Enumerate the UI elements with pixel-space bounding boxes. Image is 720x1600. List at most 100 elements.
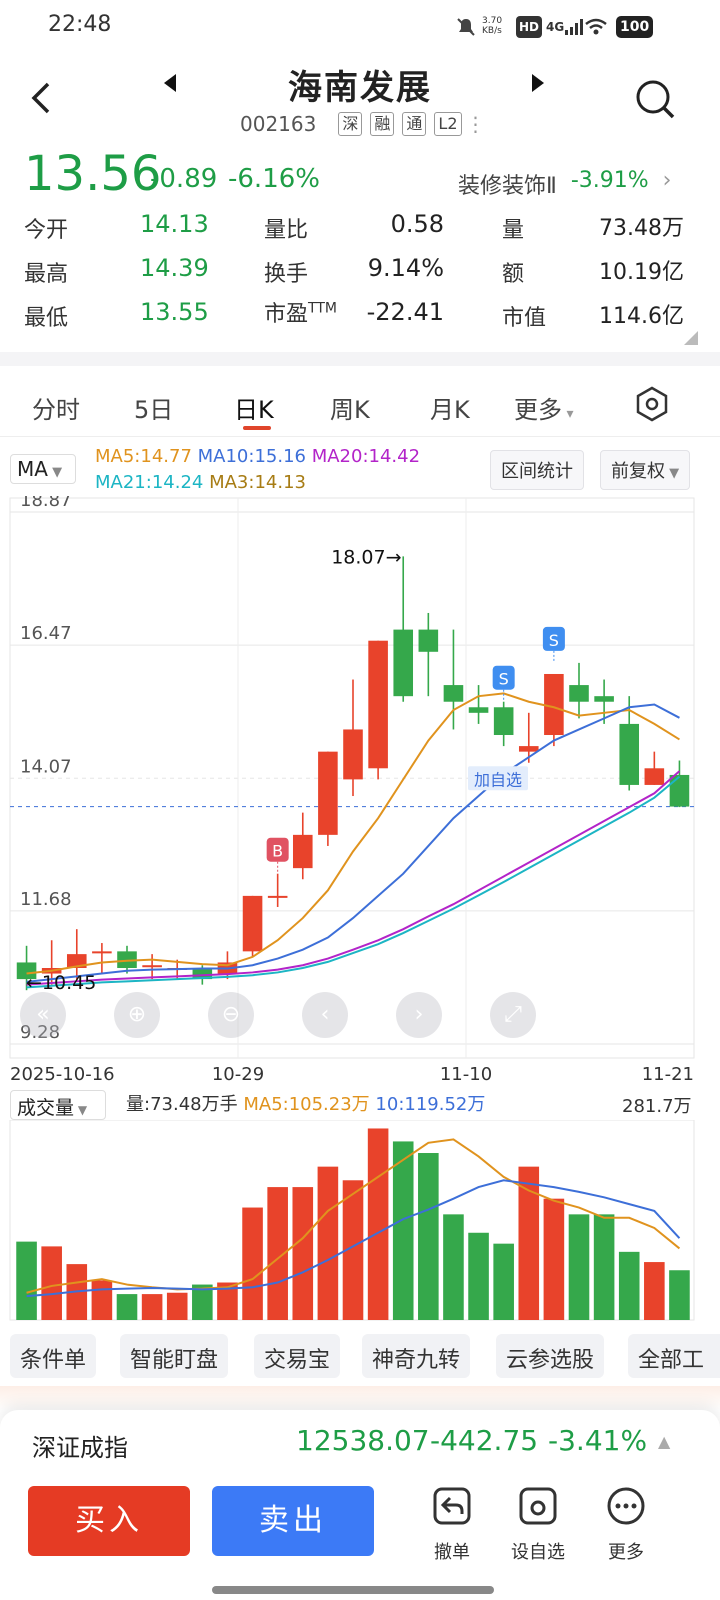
battery-indicator: 100 [616,16,654,38]
sell-button[interactable]: 卖出 [212,1486,374,1556]
volume-bar [242,1207,263,1320]
scroll-left-fast-button[interactable]: « [20,992,66,1038]
status-bar: 22:48 3.70 KB/s HD 4G 100 [0,0,720,52]
zoom-out-button[interactable]: ⊖ [208,992,254,1038]
tool-smart-watch[interactable]: 智能盯盘 [120,1334,229,1378]
indicator-value: MA [17,457,48,481]
tab-5day[interactable]: 5日 [134,396,174,424]
tool-trade-treasure[interactable]: 交易宝 [254,1334,341,1378]
net-speed-value: 3.70 [482,16,503,26]
candle-body [594,696,614,702]
pe-label: 市盈TTM [264,300,337,327]
tab-intraday[interactable]: 分时 [32,396,80,424]
x-axis-label: 11-10 [440,1064,492,1085]
tool-cloud-stock-pick[interactable]: 云参选股 [496,1334,605,1378]
withdraw-button[interactable]: 撤单 [422,1486,482,1564]
candle-body [418,629,439,652]
fullscreen-button[interactable]: ⤢ [490,992,536,1038]
tab-weekly-k[interactable]: 周K [330,396,370,424]
more-dots-icon[interactable]: ⋮ [465,112,486,136]
tool-all[interactable]: 全部工 [628,1334,720,1378]
ma21-line [26,775,681,989]
open-label: 今开 [24,218,69,243]
y-axis-label: 9.28 [20,1022,60,1043]
tag-connect: 通 [402,112,427,136]
network-type: 4G [546,20,565,34]
index-change: -442.75 [430,1424,539,1457]
pe-value: -22.41 [366,298,444,326]
settings-button[interactable] [632,384,672,428]
kline-chart[interactable]: 18.87 16.47 14.07 11.68 9.28 18.07→ ←10.45 B S S 加… [0,496,720,1096]
volume-label: 量 [502,218,525,243]
amount-label: 额 [502,262,525,287]
marker-badge [266,837,289,862]
wifi-icon [584,16,608,38]
candle-body [343,729,363,780]
high-label: 最高 [24,262,69,287]
candle-body [292,834,313,869]
add-watch-label: 设自选 [511,1542,565,1563]
x-axis-label: 11-21 [642,1064,694,1085]
add-watch-button[interactable]: 设自选 [508,1486,568,1564]
range-stats-button[interactable]: 区间统计 [490,450,584,490]
triangle-left-icon [164,74,176,92]
volume-bar [141,1294,163,1320]
tag-shenzhen: 深 [338,112,363,136]
tool-magic-nine[interactable]: 神奇九转 [362,1334,471,1378]
expand-corner-icon[interactable] [684,330,698,349]
marker-text: B [272,842,283,861]
scroll-left-button[interactable]: ‹ [302,992,348,1038]
scroll-right-button[interactable]: › [396,992,442,1038]
tab-monthly-k[interactable]: 月K [430,396,470,424]
index-change-pct: -3.41% [548,1424,648,1457]
buy-button[interactable]: 买入 [28,1486,190,1556]
next-stock-button[interactable] [528,72,548,98]
turnover-value: 9.14% [367,254,444,282]
indicator-select[interactable]: MA ▼ [10,454,76,484]
volume-bar [568,1214,590,1320]
candle-body [142,965,162,968]
candle-body [619,723,640,785]
prev-stock-button[interactable] [160,72,180,98]
candle-body [669,774,690,807]
home-indicator [212,1586,494,1594]
volume-bar [267,1187,288,1320]
search-button[interactable] [634,78,676,124]
double-chevron-left-icon: « [36,1002,50,1027]
caret-down-icon: ▼ [47,465,63,480]
volume-legend: 量:73.48万手 MA5:105.23万 10:119.52万 [126,1090,485,1116]
sector-change: -3.91% [570,168,649,193]
expand-icon: ⤢ [504,1002,522,1027]
volume-ratio-value: 0.58 [390,210,444,238]
candle-body [242,895,263,952]
more-button[interactable]: 更多 [596,1486,656,1564]
tabs-divider [0,436,720,437]
index-name[interactable]: 深证成指 [32,1434,128,1462]
tab-daily-k[interactable]: 日K [234,396,274,424]
y-axis-label: 14.07 [20,756,72,777]
tool-conditional-order[interactable]: 条件单 [10,1334,97,1378]
low-price-label: ←10.45 [26,972,96,994]
volume-ma5-line [26,1138,681,1294]
x-axis-label: 2025-10-16 [10,1064,115,1085]
tab-more[interactable]: 更多 ▾ [514,390,573,425]
volume-chart[interactable] [0,1120,720,1324]
sector-link[interactable]: 装修装饰Ⅱ -3.91% › [458,168,671,200]
amount-value: 10.19亿 [599,260,684,285]
adjust-select[interactable]: 前复权 ▼ [600,450,691,490]
candle-body [92,951,112,954]
volume-bar [593,1214,615,1320]
volume-max-label: 281.7万 [622,1096,692,1117]
volume-indicator-select[interactable]: 成交量 ▼ [10,1090,106,1120]
back-button[interactable] [26,78,56,118]
caret-up-icon[interactable]: ▲ [658,1432,671,1451]
candle-body [16,962,37,980]
ma10-line [26,703,680,983]
volume-bar [468,1232,489,1320]
tag-margin: 融 [370,112,395,136]
y-axis-label: 11.68 [20,889,72,910]
volume-bar [493,1243,514,1320]
marker-badge [542,626,565,651]
volume-bar [342,1180,364,1320]
zoom-in-button[interactable]: ⊕ [114,992,160,1038]
